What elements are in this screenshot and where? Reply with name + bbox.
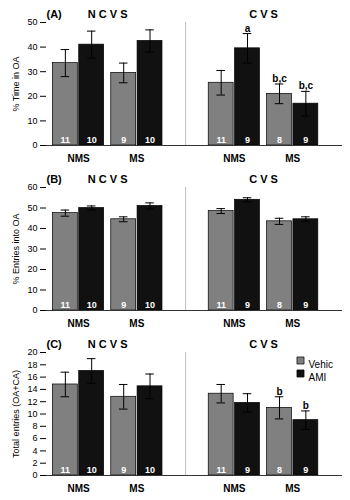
svg-text:11: 11 <box>216 135 226 145</box>
svg-text:11: 11 <box>216 465 226 475</box>
svg-text:MS: MS <box>129 318 144 329</box>
svg-text:11: 11 <box>216 300 226 310</box>
svg-text:50: 50 <box>27 17 37 27</box>
svg-text:11: 11 <box>61 135 71 145</box>
svg-text:NMS: NMS <box>67 483 90 494</box>
svg-text:N C V S: N C V S <box>88 338 128 350</box>
svg-text:(B): (B) <box>47 173 63 185</box>
svg-text:MS: MS <box>285 153 300 164</box>
svg-text:0: 0 <box>32 140 37 150</box>
svg-text:20: 20 <box>27 91 37 101</box>
svg-text:(C): (C) <box>47 338 63 350</box>
svg-text:9: 9 <box>245 300 250 310</box>
svg-text:% Time in OA: % Time in OA <box>11 56 21 111</box>
svg-text:9: 9 <box>121 300 126 310</box>
svg-text:8: 8 <box>277 300 282 310</box>
svg-text:40: 40 <box>27 42 37 52</box>
svg-text:a: a <box>245 23 251 34</box>
svg-text:MS: MS <box>285 483 300 494</box>
svg-text:(A): (A) <box>47 8 63 20</box>
svg-text:18: 18 <box>27 360 37 370</box>
svg-text:4: 4 <box>32 446 37 456</box>
svg-text:30: 30 <box>27 244 37 254</box>
svg-text:% Entries into OA: % Entries into OA <box>11 213 21 284</box>
svg-text:0: 0 <box>32 305 37 315</box>
svg-text:10: 10 <box>87 135 97 145</box>
svg-text:9: 9 <box>121 465 126 475</box>
svg-text:10: 10 <box>145 300 155 310</box>
svg-text:20: 20 <box>27 347 37 357</box>
svg-text:AMI: AMI <box>309 372 327 383</box>
svg-text:N C V S: N C V S <box>88 8 128 20</box>
svg-text:9: 9 <box>245 465 250 475</box>
svg-text:8: 8 <box>277 465 282 475</box>
svg-text:Vehic: Vehic <box>309 359 333 370</box>
svg-text:10: 10 <box>27 285 37 295</box>
svg-text:10: 10 <box>87 465 97 475</box>
svg-text:C V S: C V S <box>249 338 278 350</box>
svg-text:C V S: C V S <box>249 173 278 185</box>
svg-text:MS: MS <box>129 153 144 164</box>
svg-text:b: b <box>303 400 309 411</box>
svg-text:40: 40 <box>27 223 37 233</box>
svg-text:9: 9 <box>303 135 308 145</box>
svg-text:10: 10 <box>27 116 37 126</box>
svg-text:11: 11 <box>61 465 71 475</box>
svg-text:10: 10 <box>87 300 97 310</box>
svg-text:NMS: NMS <box>223 483 246 494</box>
svg-text:NMS: NMS <box>223 318 246 329</box>
svg-text:MS: MS <box>285 318 300 329</box>
svg-text:8: 8 <box>277 135 282 145</box>
svg-text:60: 60 <box>27 182 37 192</box>
svg-text:11: 11 <box>61 300 71 310</box>
svg-text:C V S: C V S <box>249 8 278 20</box>
svg-text:50: 50 <box>27 203 37 213</box>
svg-text:20: 20 <box>27 264 37 274</box>
svg-text:9: 9 <box>121 135 126 145</box>
svg-text:9: 9 <box>303 465 308 475</box>
svg-text:10: 10 <box>145 135 155 145</box>
svg-text:b: b <box>276 386 282 397</box>
svg-text:NMS: NMS <box>223 153 246 164</box>
svg-text:2: 2 <box>32 458 37 468</box>
svg-text:b,c: b,c <box>299 80 314 91</box>
svg-text:10: 10 <box>27 409 37 419</box>
svg-text:Total entries (OA+CA): Total entries (OA+CA) <box>11 370 21 458</box>
svg-text:10: 10 <box>145 465 155 475</box>
svg-text:MS: MS <box>129 483 144 494</box>
svg-text:12: 12 <box>27 397 37 407</box>
svg-text:b,c: b,c <box>272 73 287 84</box>
svg-text:0: 0 <box>32 470 37 480</box>
svg-text:9: 9 <box>303 300 308 310</box>
svg-text:9: 9 <box>245 135 250 145</box>
svg-text:6: 6 <box>32 433 37 443</box>
svg-text:8: 8 <box>32 421 37 431</box>
svg-text:16: 16 <box>27 372 37 382</box>
svg-text:30: 30 <box>27 67 37 77</box>
svg-text:N C V S: N C V S <box>88 173 128 185</box>
svg-text:NMS: NMS <box>67 153 90 164</box>
svg-text:NMS: NMS <box>67 318 90 329</box>
svg-text:14: 14 <box>27 384 37 394</box>
